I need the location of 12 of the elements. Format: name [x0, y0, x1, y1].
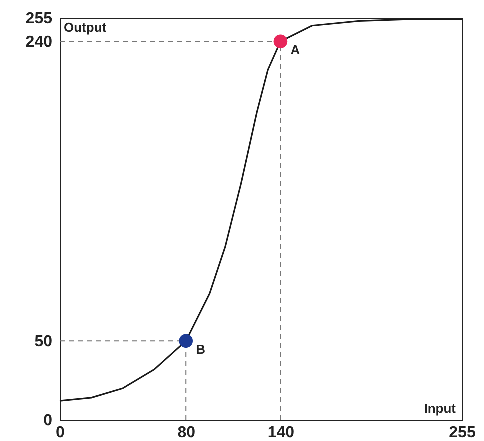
series-label: A [290, 42, 301, 58]
y-tick-label: 50 [34, 334, 53, 351]
series-label: B [196, 342, 206, 358]
x-tick-label: 0 [56, 424, 66, 441]
y-tick-label: 255 [26, 10, 53, 28]
x-tick-label: 80 [178, 424, 196, 441]
y-axis-title: Output [64, 20, 108, 35]
y-tick-label: 0 [44, 412, 53, 430]
y-tick-label: 240 [26, 34, 53, 52]
x-axis-title: Input [424, 401, 457, 416]
x-tick-label: 140 [268, 424, 295, 441]
x-tick-label: 255 [449, 424, 476, 441]
